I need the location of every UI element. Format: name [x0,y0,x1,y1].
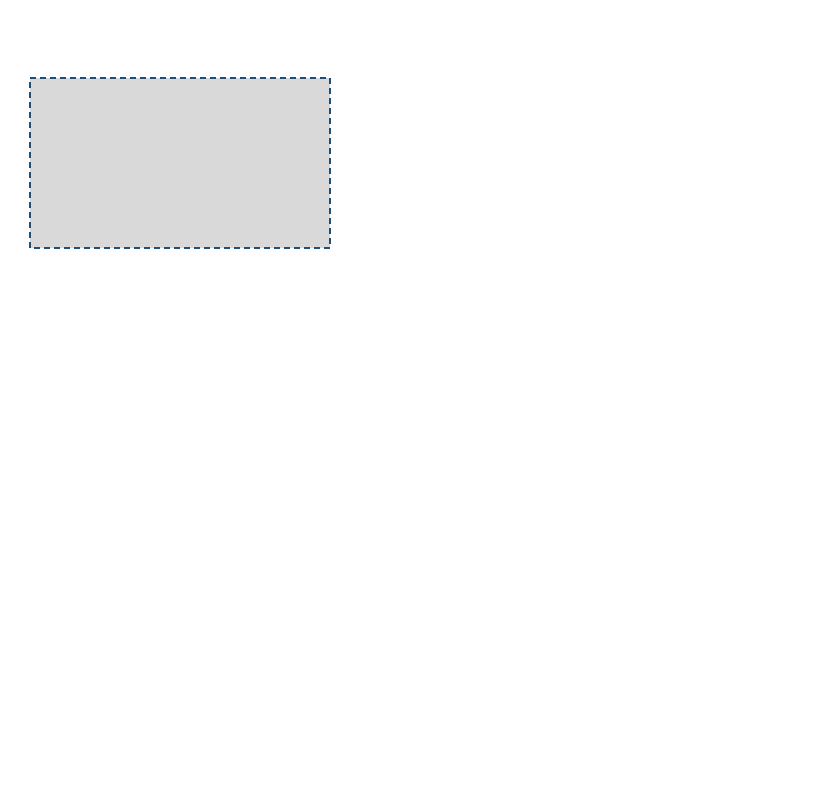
layer-experience [30,78,330,248]
